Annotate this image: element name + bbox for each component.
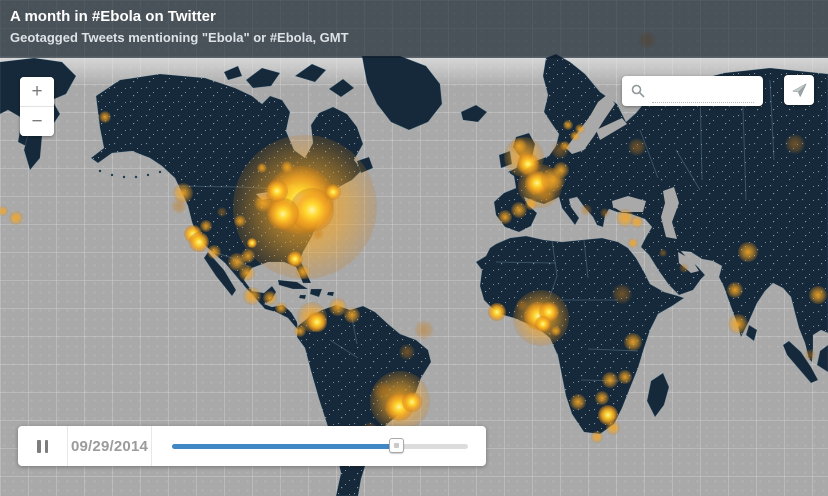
time-slider-panel: 09/29/2014 (18, 426, 486, 466)
land-greenland (361, 55, 443, 131)
land-iceland (460, 104, 488, 123)
time-slider-handle[interactable] (388, 437, 404, 453)
land-ireland (498, 150, 513, 169)
zoom-control-divider (20, 106, 54, 107)
pause-icon (44, 439, 48, 453)
time-slider-area (152, 426, 486, 466)
time-slider-progress (172, 443, 397, 449)
land-hispaniola (309, 288, 323, 298)
zoom-out-button[interactable]: − (20, 107, 54, 136)
search-box[interactable] (622, 76, 763, 106)
share-icon (792, 83, 806, 97)
search-input[interactable] (652, 88, 754, 103)
date-label: 09/29/2014 (70, 437, 149, 455)
land-sri-lanka (745, 324, 758, 342)
black-sea (612, 196, 646, 212)
land-jamaica (298, 294, 307, 300)
share-button[interactable] (784, 75, 814, 105)
zoom-control: + − (20, 77, 54, 136)
gulf-of-finland (596, 118, 627, 140)
page-title: A month in #Ebola on Twitter (10, 8, 216, 25)
zoom-in-button[interactable]: + (20, 77, 54, 106)
land-baja (203, 251, 237, 297)
pause-button[interactable] (18, 426, 67, 466)
land-borneo-edge (816, 344, 828, 373)
page-subtitle: Geotagged Tweets mentioning "Ebola" or #… (10, 30, 349, 45)
caspian-sea (661, 187, 679, 239)
panel-divider (151, 426, 152, 466)
time-slider-track[interactable] (172, 437, 468, 453)
pause-icon (37, 439, 41, 453)
land-madagascar (646, 372, 670, 418)
search-icon (631, 84, 645, 98)
persian-gulf (678, 252, 699, 273)
land-cuba (277, 279, 310, 290)
land-arctic-islands (223, 63, 355, 98)
map-header: A month in #Ebola on Twitter Geotagged T… (0, 0, 828, 58)
land-puerto-rico (326, 291, 335, 297)
panel-divider (67, 426, 68, 466)
